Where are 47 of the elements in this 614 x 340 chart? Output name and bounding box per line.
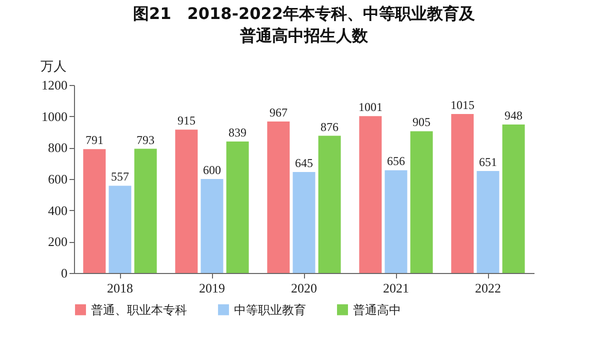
bar bbox=[476, 171, 500, 273]
data-label: 557 bbox=[111, 170, 129, 184]
bar bbox=[292, 172, 316, 273]
bar bbox=[318, 136, 341, 273]
y-tick-label: 1200 bbox=[42, 78, 68, 92]
bar bbox=[108, 186, 132, 273]
data-label: 645 bbox=[295, 156, 313, 170]
data-label: 651 bbox=[479, 155, 497, 170]
data-label: 1001 bbox=[358, 100, 382, 114]
x-tick-label: 2020 bbox=[291, 280, 317, 296]
legend-label: 普通、职业本专科 bbox=[91, 302, 187, 317]
bar bbox=[384, 170, 408, 273]
y-tick-label: 200 bbox=[48, 234, 68, 250]
bar bbox=[226, 142, 249, 273]
x-tick-label: 2019 bbox=[199, 280, 225, 296]
y-tick-label: 800 bbox=[48, 140, 68, 156]
y-tick-label: 600 bbox=[48, 172, 68, 186]
bar bbox=[267, 122, 290, 273]
data-label: 915 bbox=[177, 114, 196, 128]
y-axis-title: 万人 bbox=[40, 60, 66, 74]
data-label: 1015 bbox=[450, 98, 474, 112]
data-label: 791 bbox=[85, 133, 104, 148]
bar bbox=[200, 179, 224, 273]
data-label: 905 bbox=[412, 115, 431, 130]
data-label: 656 bbox=[387, 154, 405, 168]
legend-label: 普通高中 bbox=[353, 302, 401, 317]
bar bbox=[502, 124, 525, 273]
x-tick-label: 2021 bbox=[383, 280, 409, 296]
bar bbox=[451, 114, 474, 273]
x-tick-label: 2022 bbox=[475, 280, 501, 296]
data-label: 876 bbox=[320, 120, 339, 134]
bar bbox=[83, 149, 106, 273]
chart-title: 图21 2018-2022年本专科、中等职业教育及普通高中招生人数 bbox=[133, 4, 476, 45]
y-tick-label: 400 bbox=[48, 202, 68, 218]
data-label: 948 bbox=[504, 108, 523, 122]
bar bbox=[359, 116, 382, 273]
bar bbox=[410, 131, 433, 273]
data-label: 839 bbox=[228, 126, 247, 140]
data-label: 967 bbox=[269, 106, 288, 120]
data-label: 600 bbox=[203, 163, 221, 177]
x-tick-label: 2018 bbox=[107, 280, 133, 296]
y-tick-label: 0 bbox=[61, 266, 68, 280]
data-label: 793 bbox=[136, 132, 155, 147]
legend-label: 中等职业教育 bbox=[234, 302, 306, 317]
bar bbox=[175, 130, 198, 273]
y-tick-label: 1000 bbox=[42, 108, 68, 124]
bar bbox=[134, 148, 157, 273]
